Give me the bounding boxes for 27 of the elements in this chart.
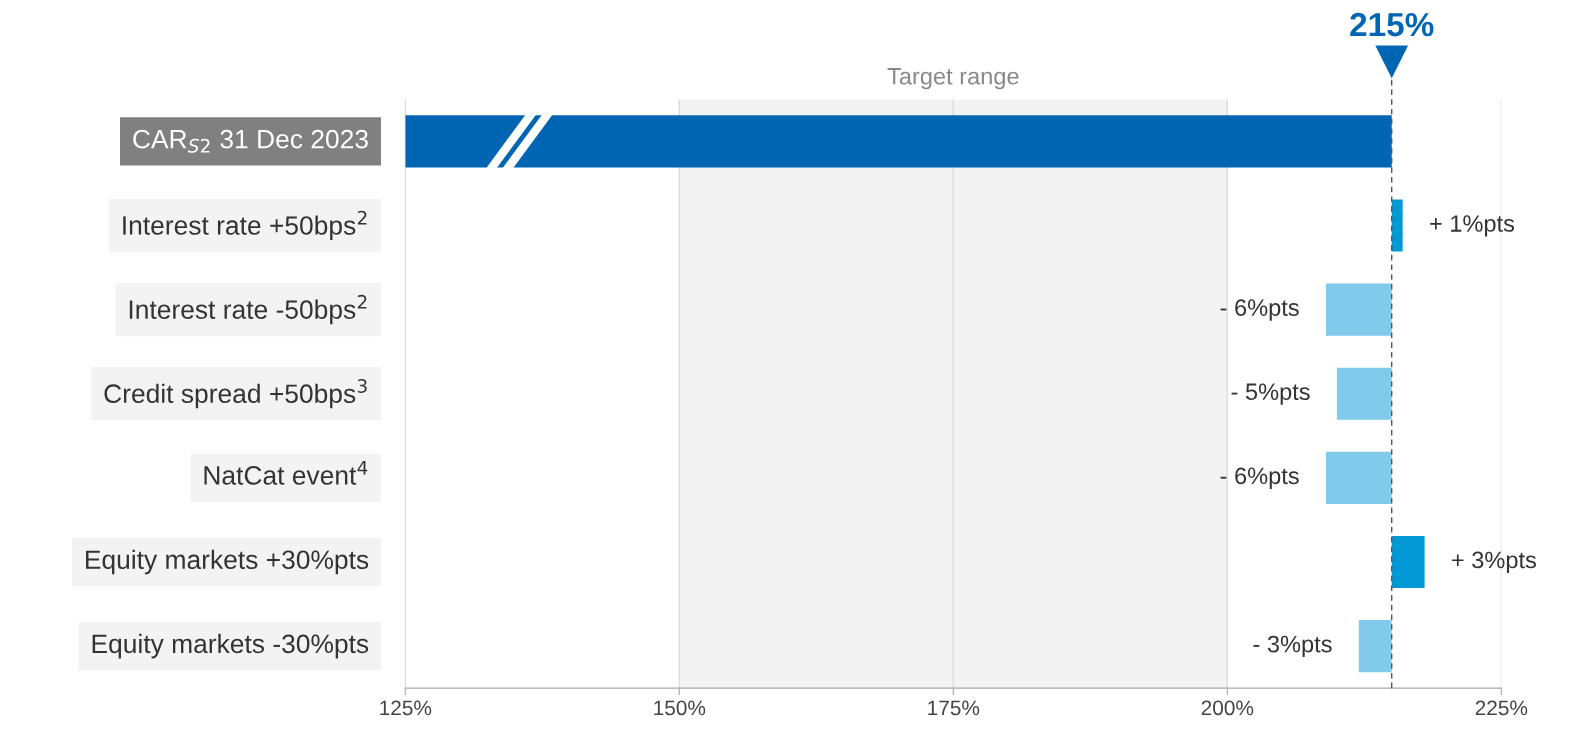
- y-tick-label: Equity markets +30%pts: [86, 549, 369, 575]
- data-label: - 6%pts: [1220, 467, 1299, 489]
- y-tick-label: Interest rate +50bps$^{2}$: [123, 210, 367, 241]
- bar: [1391, 199, 1403, 252]
- data-label: - 5%pts: [1231, 383, 1310, 405]
- bar: [1391, 535, 1425, 589]
- y-tick-label: CAR$_{S2}$ 31 Dec 2023: [133, 129, 368, 153]
- x-tick-label: 125%: [380, 700, 432, 716]
- bar: [1325, 283, 1392, 336]
- y-tick-label: Credit spread +50bps$^{3}$: [104, 378, 367, 409]
- bar: [1325, 451, 1392, 504]
- ref-line-label: 215%: [1350, 12, 1434, 37]
- bar: [1358, 620, 1392, 673]
- data-label: + 1%pts: [1430, 215, 1515, 237]
- y-tick-label: Equity markets -30%pts: [92, 633, 369, 659]
- x-tick-label: 150%: [654, 700, 706, 716]
- data-label: - 3%pts: [1253, 635, 1332, 658]
- data-label: + 3%pts: [1452, 551, 1537, 573]
- y-tick-label: Interest rate -50bps$^{2}$: [129, 294, 367, 325]
- data-label: - 6%pts: [1220, 299, 1299, 321]
- bar: [405, 115, 1392, 168]
- x-tick-label: 200%: [1201, 700, 1254, 716]
- x-tick-label: 225%: [1475, 700, 1528, 716]
- band-label: Target range: [887, 68, 1019, 90]
- y-tick-label: NatCat event$^{4}$: [204, 460, 368, 485]
- x-tick-label: 175%: [928, 700, 980, 716]
- bar: [1336, 367, 1392, 420]
